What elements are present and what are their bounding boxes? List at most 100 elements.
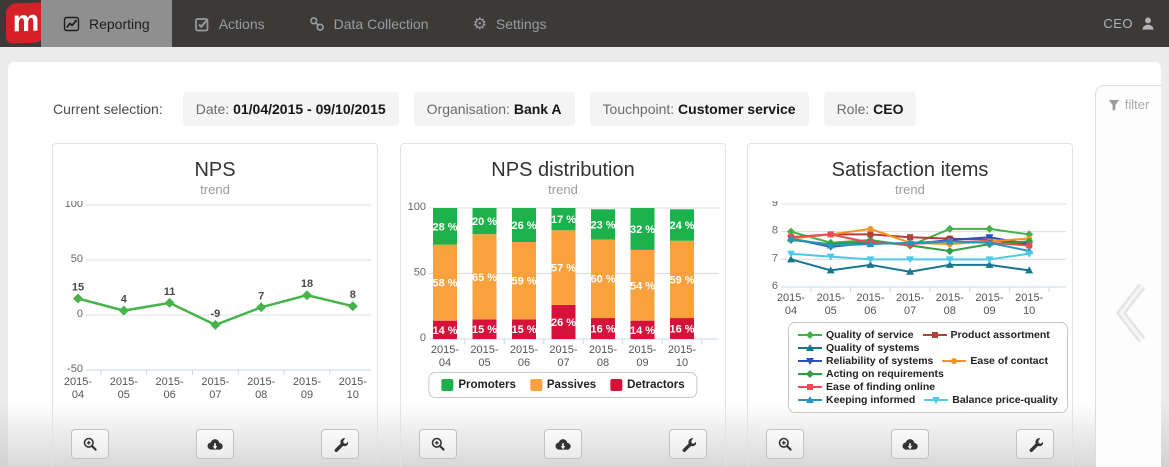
legend-marker (798, 358, 822, 365)
download-button[interactable] (891, 429, 929, 459)
settings-wrench-button[interactable] (669, 429, 707, 459)
zoom-in-button[interactable] (71, 429, 109, 459)
filter-button[interactable]: filter (1096, 97, 1161, 112)
filter-chip-date[interactable]: Date: 01/04/2015 - 09/10/2015 (182, 92, 399, 126)
svg-text:7: 7 (258, 290, 264, 302)
svg-text:2015-10: 2015-10 (1015, 292, 1043, 317)
svg-text:16 %: 16 % (669, 324, 694, 336)
svg-text:60 %: 60 % (590, 274, 615, 286)
settings-wrench-button[interactable] (1016, 429, 1054, 459)
nav-tabs: Reporting Actions Data Collection ⚙ (41, 0, 569, 47)
legend-label: Detractors (627, 379, 685, 391)
satisfaction-items-card: Satisfaction items trend 9 8 7 6 2015-04 2015… (747, 143, 1073, 467)
zoom-in-button[interactable] (766, 429, 804, 459)
legend-item[interactable]: Passives (529, 379, 596, 391)
settings-wrench-button[interactable] (321, 429, 359, 459)
svg-text:16 %: 16 % (590, 324, 615, 336)
legend-item[interactable]: Keeping informed (798, 394, 915, 406)
tab-settings[interactable]: ⚙ Settings (451, 0, 569, 47)
current-selection-row: Current selection: Date: 01/04/2015 - 09… (53, 92, 931, 126)
svg-text:23 %: 23 % (590, 219, 615, 231)
gear-icon: ⚙ (472, 13, 487, 33)
app-logo[interactable]: m (6, 2, 46, 44)
svg-text:2015-08: 2015-08 (589, 344, 617, 369)
cloud-download-icon (555, 438, 571, 450)
download-button[interactable] (544, 429, 582, 459)
tab-reporting[interactable]: Reporting (41, 0, 172, 47)
svg-text:2015-04: 2015-04 (777, 292, 805, 317)
legend-item[interactable]: Reliability of systems (798, 355, 933, 367)
tab-label: Settings (495, 15, 547, 32)
filter-chip-role[interactable]: Role: CEO (823, 92, 917, 126)
svg-text:2015-09: 2015-09 (975, 292, 1003, 317)
chart-subtitle: trend (548, 182, 578, 197)
legend-item[interactable]: Product assortment (922, 329, 1050, 341)
legend-label: Ease of contact (970, 355, 1048, 367)
legend-item[interactable]: Quality of systems (798, 342, 919, 354)
svg-text:2015-09: 2015-09 (628, 344, 656, 369)
legend-label: Quality of systems (826, 342, 920, 354)
legend-item[interactable]: Quality of service (798, 329, 914, 341)
svg-text:20 %: 20 % (472, 216, 497, 228)
legend-marker (924, 397, 949, 404)
svg-text:2015-04: 2015-04 (64, 376, 92, 401)
svg-text:15 %: 15 % (511, 324, 536, 336)
chip-value: 01/04/2015 - 09/10/2015 (233, 101, 386, 117)
svg-text:14 %: 14 % (432, 325, 457, 337)
legend-item[interactable]: Acting on requirements (798, 368, 944, 380)
legend-item[interactable]: Balance price-quality (924, 394, 1058, 406)
svg-text:2015-04: 2015-04 (431, 344, 459, 369)
zoom-in-icon (431, 437, 445, 451)
svg-text:15 %: 15 % (472, 324, 497, 336)
legend-item[interactable]: Ease of finding online (798, 381, 935, 393)
legend-label: Quality of service (826, 329, 914, 341)
svg-text:26 %: 26 % (511, 220, 536, 232)
tab-label: Reporting (89, 15, 150, 32)
legend-marker (798, 370, 822, 378)
legend-marker (922, 332, 947, 338)
card-toolbar (415, 429, 711, 459)
collapse-panel-chevron[interactable] (1108, 281, 1152, 345)
svg-text:4: 4 (121, 294, 128, 306)
legend-label: Reliability of systems (826, 355, 934, 367)
tab-actions[interactable]: Actions (172, 0, 287, 47)
zoom-in-icon (83, 437, 97, 451)
tab-label: Data Collection (333, 15, 429, 32)
svg-text:9: 9 (772, 201, 778, 209)
card-toolbar (762, 429, 1058, 459)
user-menu[interactable]: CEO (1103, 0, 1155, 47)
zoom-in-button[interactable] (419, 429, 457, 459)
legend-label: Ease of finding online (826, 381, 936, 393)
svg-text:100: 100 (408, 201, 426, 213)
svg-text:2015-07: 2015-07 (896, 292, 924, 317)
tab-data-collection[interactable]: Data Collection (287, 0, 451, 47)
svg-text:100: 100 (65, 201, 83, 210)
chain-link-icon (309, 16, 324, 31)
svg-text:50: 50 (414, 267, 426, 279)
svg-text:2015-06: 2015-06 (510, 344, 538, 369)
top-nav: m Reporting Actions (0, 0, 1169, 47)
svg-text:17 %: 17 % (551, 214, 576, 226)
svg-text:2015-07: 2015-07 (549, 344, 577, 369)
svg-text:2015-06: 2015-06 (856, 292, 884, 317)
svg-text:2015-09: 2015-09 (293, 376, 321, 401)
svg-text:14 %: 14 % (630, 325, 655, 337)
svg-text:2015-07: 2015-07 (201, 376, 229, 401)
chip-label: Organisation: (426, 101, 510, 117)
legend-swatch (529, 379, 542, 391)
legend-item[interactable]: Ease of contact (942, 355, 1048, 367)
svg-text:50: 50 (71, 253, 83, 265)
filter-chip-organisation[interactable]: Organisation: Bank A (413, 92, 575, 126)
legend-item[interactable]: Promoters (441, 379, 516, 391)
filter-chip-touchpoint[interactable]: Touchpoint: Customer service (589, 92, 809, 126)
chart-title: NPS distribution (491, 159, 635, 181)
svg-text:2015-05: 2015-05 (110, 376, 138, 401)
legend-item[interactable]: Detractors (610, 379, 685, 391)
svg-text:2015-08: 2015-08 (247, 376, 275, 401)
svg-text:28 %: 28 % (432, 221, 457, 233)
svg-text:26 %: 26 % (551, 317, 576, 329)
legend-marker (798, 384, 822, 390)
svg-text:54 %: 54 % (630, 280, 655, 292)
chip-value: Customer service (678, 101, 796, 117)
download-button[interactable] (196, 429, 234, 459)
